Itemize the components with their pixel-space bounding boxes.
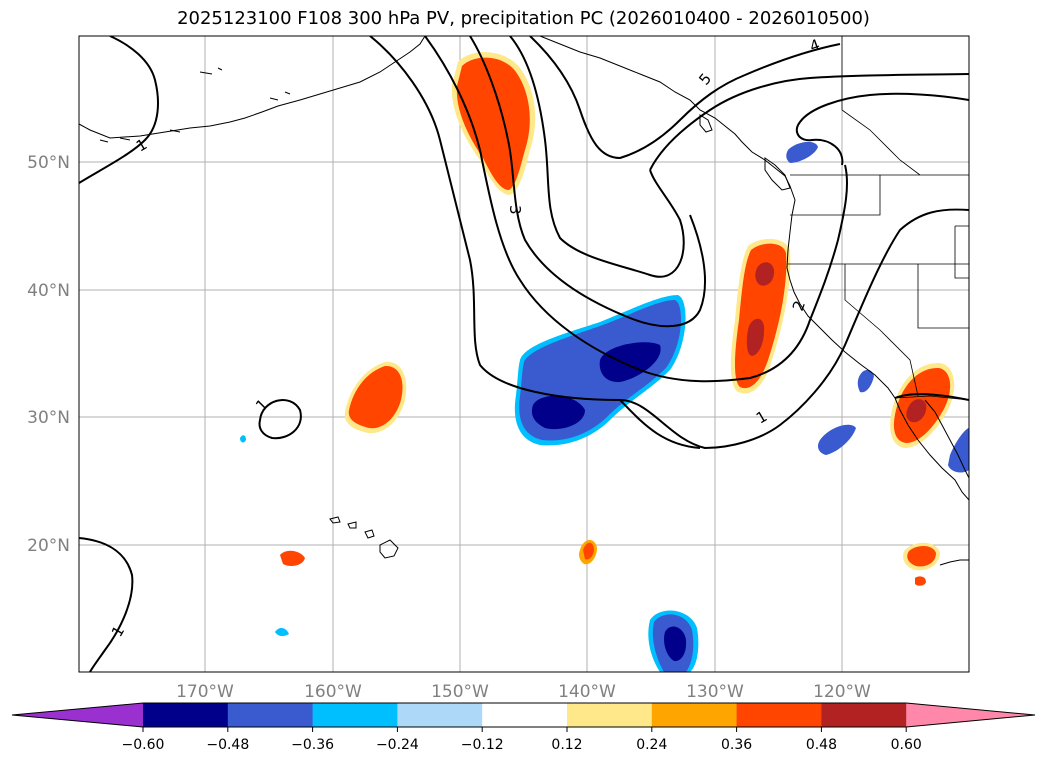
lon-label: 140°W [558,682,616,702]
map-plot-area: 1 1 1 1 2 3 4 5 [79,36,969,672]
border-states-5 [954,225,969,279]
coastline-haida-gwaii [699,114,713,133]
pv-contour-1-south [619,399,701,449]
coastline-aleutians-2 [99,129,181,143]
pv-contour-1-west-bottom [79,537,134,672]
contour-label: 3 [506,205,524,215]
lat-label: 50°N [27,153,70,173]
lon-label: 150°W [431,682,489,702]
colorbar-segment [821,703,907,727]
coastline-gulf-california [924,399,969,479]
coastline-baja [894,397,969,501]
border-us-mexico [894,395,969,401]
colorbar-tick-label: −0.36 [291,737,334,753]
lon-labels: 170°W 160°W 150°W 140°W 130°W 120°W [176,682,871,702]
border-states-3 [844,264,919,397]
precip-negative-tropical-max [664,626,687,662]
colorbar-tick-label: −0.60 [122,737,165,753]
coastline-vancouver-island [764,157,791,191]
colorbar-segment [312,703,398,727]
precip-negative-ca-offshore [818,424,856,455]
lon-label: 160°W [304,682,362,702]
precip-positive-west-coast-max1 [755,262,775,286]
colorbar-segment [482,703,568,727]
coastline-hawaii-oahu [347,521,357,529]
precip-positive-west-coast-max2 [746,318,765,356]
lat-labels: 50°N 40°N 30°N 20°N [27,153,70,556]
colorbar-tick-label: 0.36 [721,737,752,753]
colorbar-segment [143,703,229,727]
colorbar-segment [906,703,1035,727]
colorbar-segment [567,703,653,727]
pv-contour-north [649,73,969,171]
colorbar-segments [11,702,1036,728]
colorbar-segment [12,703,143,727]
lon-label: 170°W [176,682,234,702]
coastline-hawaii-maui [364,529,375,539]
pv-contour-1-east [795,92,969,166]
colorbar-segment [651,703,738,727]
precip-positive-mexico-small [915,576,926,586]
precip-negative-bc [786,141,818,163]
coastline-hawaii-big [379,539,399,559]
precip-negative-max1 [599,342,661,383]
colorbar-tick-label: −0.48 [206,737,249,753]
pv-contour-1-circle [258,399,302,440]
precip-positive-mexico-core [907,545,936,567]
border-bc-alberta [841,109,921,176]
precip-positive-central-pacific-core [348,365,403,429]
coastline-alaska [79,36,426,139]
pv-contours [79,36,969,672]
coastline-hawaii-kauai [329,516,341,524]
pv-contour-2 [424,36,848,383]
colorbar-segment [227,703,314,727]
colorbar-tick-label: 0.12 [551,737,582,753]
pv-contour-5 [529,36,841,160]
lat-label: 40°N [27,281,70,301]
colorbar-tick-label: 0.48 [806,737,837,753]
colorbar-segment [397,703,483,727]
precip-positive-baja-max [906,399,927,423]
pv-contour-3 [469,36,706,328]
map-frame [78,35,970,673]
pv-contour-baja [894,393,969,401]
pv-contour-1-main [369,36,969,450]
colorbar-segment [736,703,822,727]
colorbar-tick-label: −0.24 [376,737,419,753]
precip-negative-small-west [240,435,246,443]
precip-negative-small-south [275,628,289,637]
precip-negative-socal [857,369,874,393]
coastlines [79,36,969,566]
colorbar-labels: −0.60 −0.48 −0.36 −0.24 −0.12 0.12 0.24 0.36 0.4… [122,727,922,753]
coastline-mexico [939,559,969,566]
colorbar-tick-label: −0.12 [461,737,504,753]
lon-label: 130°W [686,682,744,702]
colorbar-tick-label: 0.24 [636,737,667,753]
colorbar: −0.60 −0.48 −0.36 −0.24 −0.12 0.12 0.24 0.36 0.4… [11,702,1036,753]
border-states-4 [917,264,969,329]
political-boundaries [788,36,969,401]
colorbar-tick-label: 0.60 [891,737,922,753]
coastline-aleutians-1 [199,67,291,101]
precip-negative-mexico-coast [948,428,969,473]
map-title: 2025123100 F108 300 hPa PV, precipitatio… [177,8,870,29]
lat-label: 20°N [27,536,70,556]
pv-contour-1-west-top [79,36,159,184]
coastline-us-west [786,185,896,399]
precip-positive-west-coast-core [735,243,787,389]
precip-positive-south-core [583,542,594,560]
precip-positive-hawaii-west [280,550,305,566]
lat-label: 30°N [27,408,70,428]
precip-negative-max2 [531,395,585,430]
lon-label: 120°W [813,682,871,702]
border-states-1 [790,175,881,216]
pv-contour-4 [509,36,685,278]
